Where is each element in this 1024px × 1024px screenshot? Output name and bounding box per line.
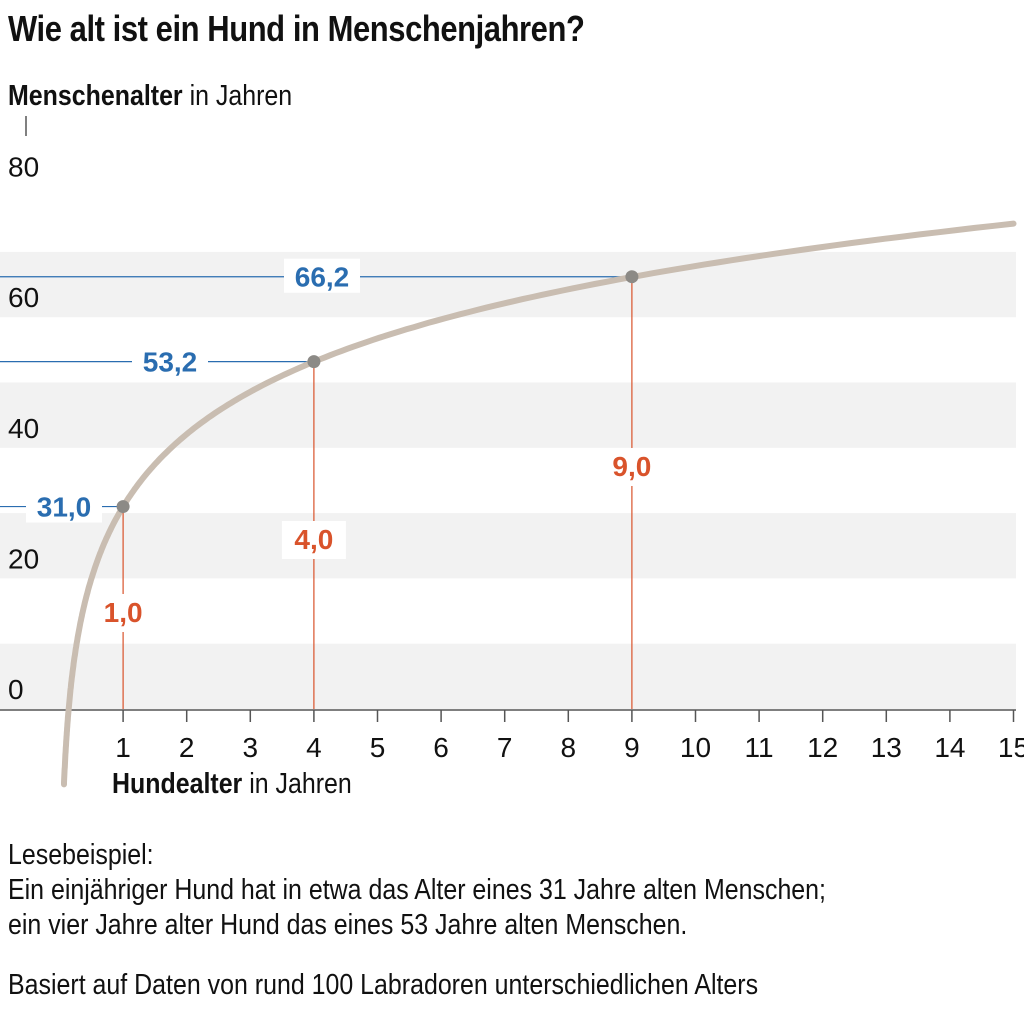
x-axis-title-bold: Hundealter [112, 768, 243, 800]
y-axis-title-bold: Menschenalter [8, 80, 183, 112]
dog-age-label-4: 4,0 [294, 524, 333, 555]
x-tick-label-13: 13 [871, 732, 902, 763]
marker-dog-9 [625, 270, 639, 284]
axes [0, 116, 1016, 722]
highlight-markers [116, 270, 639, 514]
x-tick-labels: 1 2 3 4 5 6 7 8 9 10 11 12 13 14 15 [115, 732, 1024, 763]
dog-label-bg-1 [91, 594, 156, 632]
x-tick-label-15: 15 [998, 732, 1024, 763]
band-60-70 [0, 251, 1016, 318]
x-axis-title-unit: in Jahren [242, 768, 352, 800]
x-tick-label-9: 9 [624, 732, 640, 763]
x-tick-label-11: 11 [745, 732, 774, 763]
background-bands [0, 251, 1016, 709]
human-age-label-9: 66,2 [295, 262, 350, 293]
reading-example-line-1: Ein einjähriger Hund hat in etwa das Alt… [8, 874, 826, 906]
reading-example-line-2: ein vier Jahre alter Hund das eines 53 J… [8, 909, 688, 941]
y-tick-label-40: 40 [8, 413, 39, 444]
y-tick-label-80: 80 [8, 152, 39, 183]
x-tick-label-12: 12 [807, 732, 838, 763]
source-note: Basiert auf Daten von rund 100 Labradore… [8, 969, 759, 1001]
human-label-bg-1 [26, 488, 102, 523]
dog-age-label-9: 9,0 [612, 451, 651, 482]
y-axis-title: Menschenalter in Jahren [8, 80, 292, 113]
x-tick-label-14: 14 [934, 732, 965, 763]
dog-label-bg-9 [599, 448, 664, 486]
x-axis-title: Hundealter in Jahren [112, 768, 352, 801]
chart-title: Wie alt ist ein Hund in Menschenjahren? [8, 8, 585, 49]
x-tick-label-6: 6 [433, 732, 449, 763]
band-20-30 [0, 513, 1016, 579]
x-tick-label-7: 7 [497, 732, 513, 763]
band-0-10 [0, 643, 1016, 709]
reading-example: Lesebeispiel: Ein einjähriger Hund hat i… [8, 838, 826, 943]
human-age-label-4: 53,2 [143, 347, 198, 378]
band-40-50 [0, 382, 1016, 448]
y-axis-title-unit: in Jahren [182, 80, 293, 112]
dog-label-bg-4 [281, 521, 346, 559]
dog-age-label-1: 1,0 [104, 597, 143, 628]
x-tick-label-4: 4 [306, 732, 322, 763]
y-tick-label-20: 20 [8, 543, 39, 574]
marker-dog-1 [116, 500, 130, 514]
x-tick-label-8: 8 [561, 732, 577, 763]
y-tick-label-60: 60 [8, 282, 39, 313]
x-tick-label-3: 3 [243, 732, 259, 763]
human-label-bg-9 [284, 258, 360, 293]
y-tick-label-0: 0 [8, 674, 24, 705]
x-tick-label-5: 5 [370, 732, 386, 763]
highlight-labels: 31,0 1,0 53,2 4,0 66,2 9,0 [26, 258, 664, 632]
x-tick-label-2: 2 [179, 732, 195, 763]
x-tick-label-10: 10 [680, 732, 711, 763]
reading-example-heading: Lesebeispiel: [8, 839, 154, 871]
human-age-label-1: 31,0 [37, 492, 92, 523]
marker-dog-4 [307, 355, 321, 369]
y-tick-labels: 0 20 40 60 80 [8, 152, 39, 705]
x-tick-label-1: 1 [115, 732, 131, 763]
human-label-bg-4 [132, 343, 208, 378]
